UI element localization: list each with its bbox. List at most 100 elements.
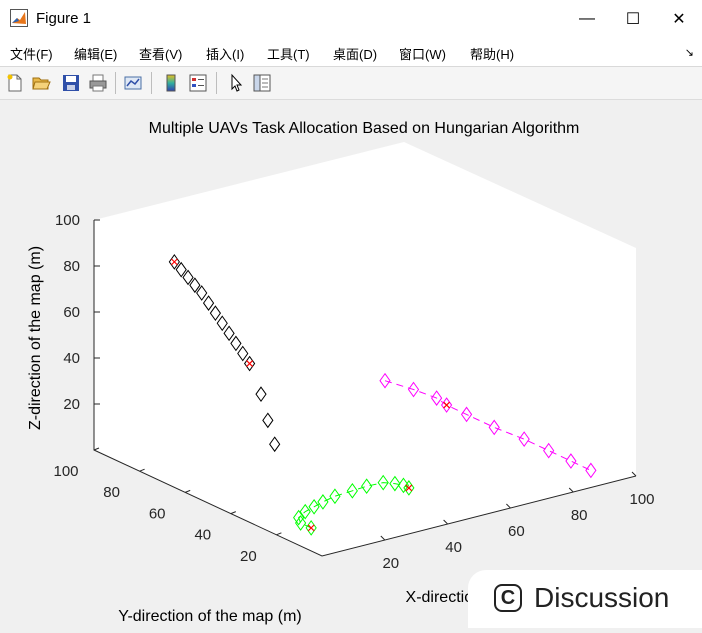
series-0-point bbox=[255, 386, 267, 403]
series-0-point bbox=[230, 335, 242, 352]
series-1-point bbox=[329, 488, 341, 505]
z-tick-label: 100 bbox=[55, 212, 80, 229]
menu-bar: 文件(F) 编辑(E) 查看(V) 插入(I) 工具(T) 桌面(D) 窗口(W… bbox=[0, 38, 702, 67]
axes-outline bbox=[93, 220, 637, 557]
series-2-point bbox=[431, 390, 443, 406]
z-tick-label: 80 bbox=[63, 258, 80, 275]
toolbar-separator bbox=[216, 72, 217, 94]
series-0-point bbox=[182, 269, 194, 286]
discussion-label: Discussion bbox=[534, 582, 670, 613]
menu-file[interactable]: 文件(F) bbox=[10, 47, 53, 62]
x-tick-label: 40 bbox=[445, 539, 462, 556]
series-lines bbox=[298, 380, 592, 529]
series-1-line bbox=[298, 482, 410, 529]
series-2-point bbox=[543, 442, 555, 459]
axes-background bbox=[94, 142, 636, 556]
property-inspector-icon[interactable] bbox=[252, 73, 272, 93]
new-figure-icon[interactable] bbox=[5, 73, 25, 93]
open-file-icon[interactable] bbox=[31, 73, 51, 93]
menu-edit[interactable]: 编辑(E) bbox=[74, 47, 118, 62]
series-2-point bbox=[460, 406, 473, 423]
axis-ticks: 20 40 60 80 100 20 40 60 80 100 20 40 60 80 100 bbox=[53, 212, 654, 572]
maximize-button[interactable]: ☐ bbox=[625, 11, 641, 28]
series-0-point bbox=[223, 325, 235, 342]
y-tick-label: 100 bbox=[53, 463, 78, 480]
series-2-point bbox=[518, 431, 530, 448]
series-0-point bbox=[202, 295, 215, 311]
close-button[interactable]: ✕ bbox=[672, 11, 686, 28]
plot-3d[interactable]: Multiple UAVs Task Allocation Based on H… bbox=[0, 100, 702, 628]
minimize-button[interactable]: — bbox=[579, 10, 595, 27]
menu-view[interactable]: 查看(V) bbox=[139, 47, 183, 62]
series-1-point bbox=[293, 509, 305, 526]
x-tick-label: 100 bbox=[629, 491, 654, 508]
y-tick-label: 80 bbox=[103, 484, 120, 501]
z-tick-label: 40 bbox=[63, 350, 80, 367]
figure-canvas: Multiple UAVs Task Allocation Based on H… bbox=[0, 100, 702, 628]
series-0-point bbox=[175, 261, 187, 278]
x-tick-label: 20 bbox=[382, 555, 399, 572]
window-title: Figure 1 bbox=[36, 10, 92, 27]
series-1-red-marker bbox=[405, 484, 413, 492]
series-2-red-marker bbox=[443, 401, 451, 409]
y-tick-label: 60 bbox=[149, 505, 166, 522]
chart-title: Multiple UAVs Task Allocation Based on H… bbox=[149, 120, 580, 137]
series-0-point bbox=[189, 277, 201, 294]
series-0-point bbox=[269, 436, 281, 453]
y-tick-mark bbox=[230, 511, 236, 515]
series-2-point bbox=[488, 419, 500, 436]
series-0-point bbox=[237, 345, 249, 362]
series-2-point bbox=[440, 397, 453, 413]
y-tick-mark bbox=[93, 447, 100, 451]
series-1-point bbox=[295, 515, 307, 531]
series-1-red-marker bbox=[307, 524, 315, 532]
link-plot-icon[interactable] bbox=[123, 73, 143, 93]
series-1-point bbox=[317, 494, 329, 510]
menu-insert[interactable]: 插入(I) bbox=[206, 47, 245, 62]
discussion-icon: C bbox=[494, 584, 522, 612]
y-tick-mark bbox=[276, 532, 282, 536]
series-1-point bbox=[305, 520, 317, 536]
menu-desktop[interactable]: 桌面(D) bbox=[333, 47, 378, 62]
print-icon[interactable] bbox=[88, 73, 108, 93]
z-axis-label: Z-direction of the map (m) bbox=[27, 246, 44, 430]
menu-overflow-icon[interactable]: ↘ bbox=[684, 47, 694, 59]
series-0-point bbox=[216, 315, 228, 332]
x-tick-mark bbox=[568, 487, 574, 493]
z-tick-label: 60 bbox=[63, 304, 80, 321]
y-tick-mark bbox=[139, 468, 145, 472]
x-tick-mark bbox=[631, 471, 637, 477]
series-0-point bbox=[262, 412, 274, 429]
figure-toolbar bbox=[0, 67, 702, 100]
save-icon[interactable] bbox=[61, 73, 81, 93]
series-2-point bbox=[407, 381, 420, 398]
window-titlebar: Figure 1 — ☐ ✕ bbox=[0, 0, 702, 38]
menu-window[interactable]: 窗口(W) bbox=[399, 47, 446, 62]
x-tick-mark bbox=[506, 503, 511, 509]
series-2-point bbox=[565, 453, 577, 469]
menu-help[interactable]: 帮助(H) bbox=[470, 47, 515, 62]
menu-tools[interactable]: 工具(T) bbox=[267, 47, 310, 62]
toolbar-separator bbox=[115, 72, 116, 94]
series-1-point bbox=[361, 478, 373, 495]
series-0-point bbox=[196, 285, 208, 301]
matlab-app-icon bbox=[10, 9, 28, 27]
z-tick-label: 20 bbox=[63, 396, 80, 413]
series-2-point bbox=[585, 462, 597, 479]
series-0-red-marker bbox=[246, 360, 254, 367]
series-2-line bbox=[384, 380, 592, 471]
discussion-overlay[interactable]: C Discussion bbox=[468, 570, 702, 628]
y-tick-label: 20 bbox=[240, 548, 257, 565]
y-tick-label: 40 bbox=[194, 527, 211, 544]
series-1-point bbox=[403, 480, 415, 496]
x-tick-label: 60 bbox=[508, 523, 525, 540]
x-tick-label: 80 bbox=[571, 507, 588, 524]
series-1-point bbox=[346, 482, 358, 499]
y-axis-label: Y-direction of the map (m) bbox=[118, 608, 301, 625]
series-1-point bbox=[377, 474, 389, 491]
series-2-point bbox=[379, 372, 391, 389]
pointer-icon[interactable] bbox=[226, 73, 246, 93]
legend-icon[interactable] bbox=[188, 73, 208, 93]
colorbar-icon[interactable] bbox=[161, 73, 181, 93]
series-1-point bbox=[389, 475, 401, 492]
